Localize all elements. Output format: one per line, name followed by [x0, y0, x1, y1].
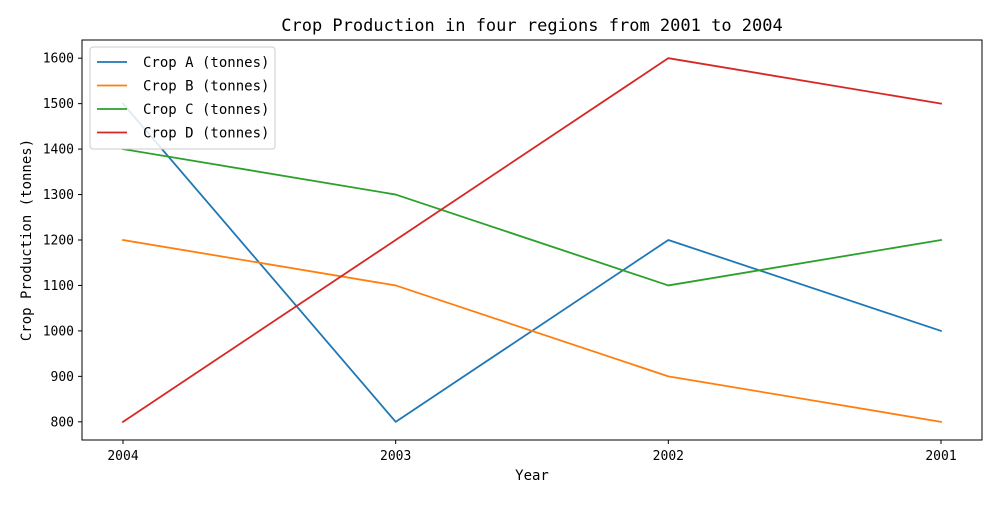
legend: Crop A (tonnes) Crop B (tonnes) Crop C (to…: [89, 46, 276, 150]
legend-box: [89, 46, 276, 150]
y-tick-label: 1200: [43, 234, 74, 249]
legend-entry-3: Crop C (tonnes): [143, 102, 269, 118]
series-line-1: [121, 102, 943, 423]
y-tick-label: 1400: [43, 143, 74, 158]
y-tick-label: 1000: [43, 324, 74, 339]
plot-area: 2004 2003 2002 2001 800 900 1000 1100 1200 1300 14…: [43, 39, 983, 464]
y-axis-label: Crop Production (tonnes): [19, 139, 35, 341]
chart-title: Crop Production in four regions from 200…: [281, 16, 783, 36]
y-tick-label: 1300: [43, 188, 74, 203]
series-line-3: [121, 148, 943, 287]
y-tick-label: 800: [51, 415, 74, 430]
x-tick-label: 2003: [380, 449, 411, 464]
y-tick-label: 1100: [43, 279, 74, 294]
series-line-4: [121, 57, 943, 424]
y-tick-label: 1600: [43, 52, 74, 67]
x-tick-label: 2004: [107, 449, 138, 464]
x-tick-label: 2001: [925, 449, 956, 464]
legend-entry-1: Crop A (tonnes): [143, 55, 269, 71]
y-tick-label: 1500: [43, 97, 74, 112]
legend-entry-2: Crop B (tonnes): [143, 79, 269, 95]
y-tick-label: 900: [51, 370, 74, 385]
x-tick-label: 2002: [653, 449, 684, 464]
series-line-2: [121, 238, 943, 423]
x-axis-label: Year: [515, 468, 549, 484]
legend-entry-4: Crop D (tonnes): [143, 126, 269, 142]
